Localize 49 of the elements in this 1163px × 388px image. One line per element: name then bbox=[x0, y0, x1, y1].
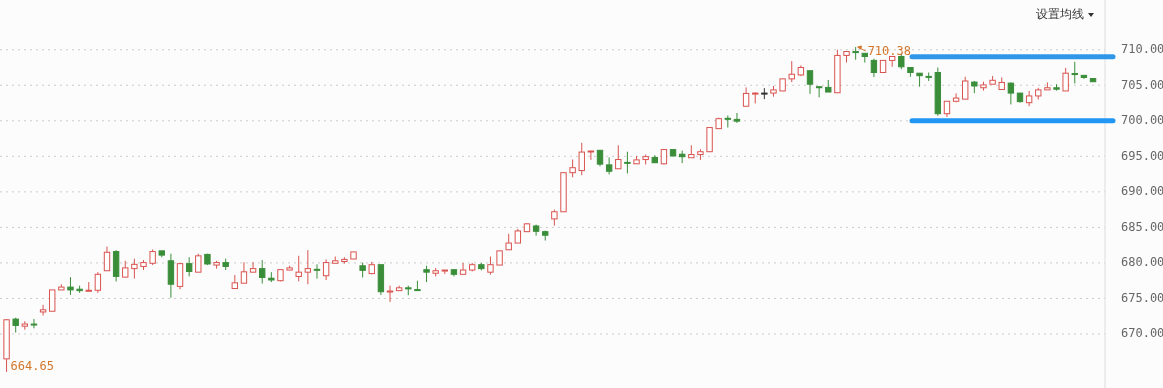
candlestick bbox=[806, 70, 814, 95]
y-tick-label: 700.00 bbox=[1121, 113, 1163, 128]
candlestick bbox=[624, 151, 631, 174]
candlestick bbox=[240, 261, 248, 284]
candlestick bbox=[131, 258, 138, 280]
y-tick-label: 680.00 bbox=[1121, 255, 1163, 270]
candlestick bbox=[1007, 81, 1015, 105]
candlestick bbox=[295, 255, 302, 282]
annotation: 710.38 bbox=[867, 43, 912, 58]
y-tick-label: 695.00 bbox=[1121, 148, 1163, 163]
candlestick bbox=[249, 261, 257, 273]
candlestick bbox=[487, 256, 494, 276]
candlestick bbox=[733, 112, 741, 124]
candlestick bbox=[94, 271, 102, 294]
y-tick-label: 685.00 bbox=[1121, 219, 1163, 234]
candlestick bbox=[587, 150, 595, 161]
y-tick-label: 670.00 bbox=[1121, 326, 1163, 341]
candlestick bbox=[815, 86, 823, 98]
y-tick-label: 705.00 bbox=[1121, 77, 1163, 92]
annotation: 设置均线 bbox=[1036, 7, 1084, 21]
candlestick bbox=[103, 246, 111, 272]
candlestick bbox=[167, 253, 175, 299]
candlestick bbox=[176, 262, 184, 290]
candlestick bbox=[30, 318, 38, 329]
candlestick bbox=[788, 60, 795, 83]
y-tick-label: 690.00 bbox=[1121, 184, 1163, 199]
candlestick bbox=[185, 256, 193, 277]
y-tick-label: 675.00 bbox=[1121, 290, 1163, 305]
candlestick bbox=[39, 304, 47, 317]
candlestick bbox=[724, 114, 732, 129]
annotation: 664.65 bbox=[10, 358, 54, 373]
candlestick bbox=[322, 258, 330, 281]
candlestick bbox=[459, 262, 467, 275]
candlestick bbox=[615, 144, 622, 170]
candlestick bbox=[1025, 90, 1033, 107]
candlestick bbox=[386, 285, 394, 303]
candlestick bbox=[1071, 61, 1078, 84]
candlestick bbox=[259, 259, 266, 285]
candlestick bbox=[870, 58, 878, 78]
candlestick bbox=[742, 86, 750, 107]
candlestick bbox=[304, 249, 312, 285]
candlestick bbox=[605, 156, 613, 175]
candlestick bbox=[313, 263, 321, 280]
candlestick bbox=[1062, 67, 1069, 92]
candlestick bbox=[49, 289, 56, 312]
candlestick bbox=[195, 253, 202, 273]
candlestick bbox=[962, 76, 969, 100]
candlestick bbox=[578, 142, 585, 176]
y-tick-label: 710.00 bbox=[1121, 42, 1163, 57]
